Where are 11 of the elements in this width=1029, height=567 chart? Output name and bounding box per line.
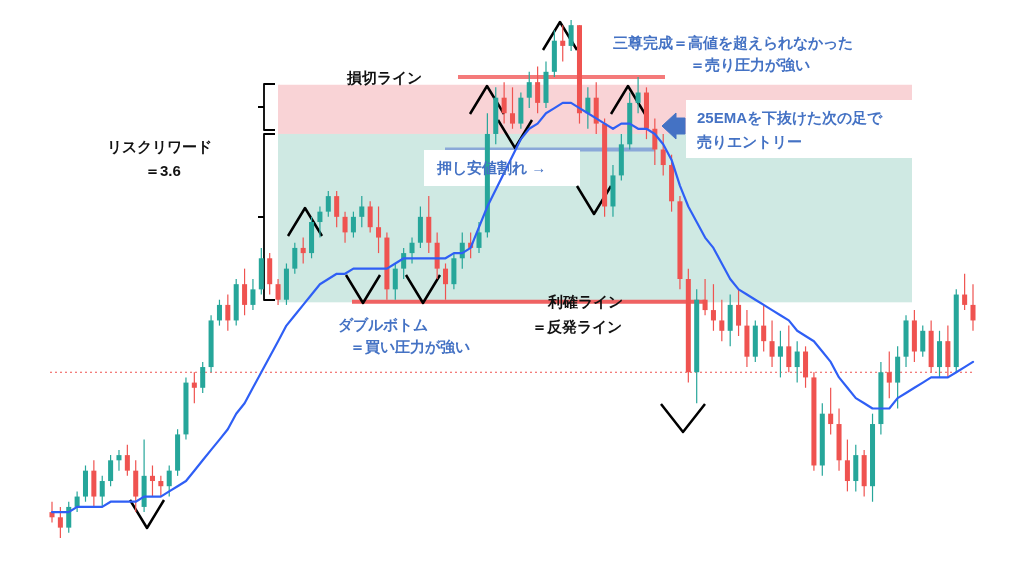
annotation: 利確ライン xyxy=(548,293,623,310)
annotation: ＝売り圧力が強い xyxy=(690,56,810,73)
annotation: リスクリワード xyxy=(107,138,212,155)
annotation: 売りエントリー xyxy=(697,133,802,150)
annotation: ＝反発ライン xyxy=(532,318,622,335)
annotation: 損切ライン xyxy=(347,69,422,86)
annotation: 25EMAを下抜けた次の足で xyxy=(697,109,883,126)
annotation: ＝3.6 xyxy=(145,162,181,179)
annotation: ＝買い圧力が強い xyxy=(350,338,470,355)
annotation: 三尊完成＝高値を超えられなかった xyxy=(613,34,853,51)
annotation: ダブルボトム xyxy=(338,316,428,333)
